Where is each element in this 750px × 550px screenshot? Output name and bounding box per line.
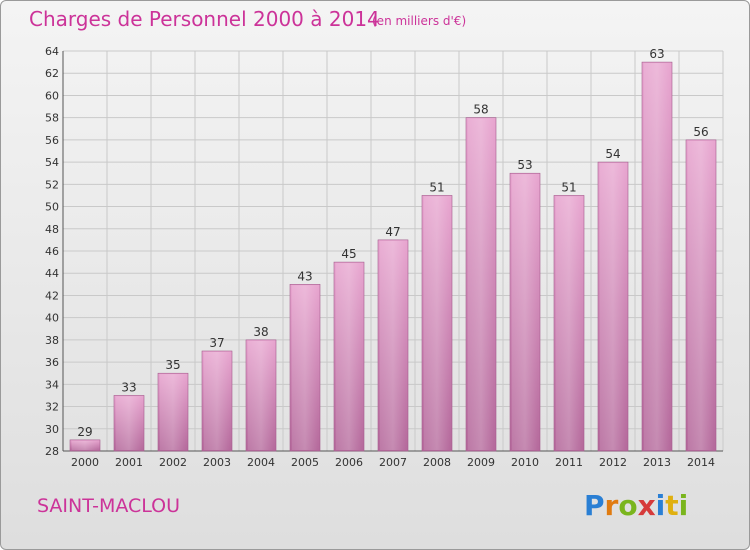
logo-letter: o (618, 489, 638, 522)
bar-highlight (116, 396, 142, 450)
y-tick-label: 46 (45, 245, 59, 258)
y-tick-label: 54 (45, 156, 59, 169)
x-tick-label: 2012 (599, 456, 627, 469)
bar-highlight (556, 196, 582, 450)
y-tick-label: 48 (45, 223, 59, 236)
y-tick-label: 64 (45, 45, 59, 58)
y-tick-label: 34 (45, 378, 59, 391)
bar-highlight (644, 63, 670, 450)
bar-highlight (336, 263, 362, 450)
data-label: 56 (693, 125, 708, 139)
x-tick-label: 2008 (423, 456, 451, 469)
bar-highlight (160, 374, 186, 450)
bar-highlight (248, 340, 274, 450)
data-label: 37 (209, 336, 224, 350)
x-tick-label: 2009 (467, 456, 495, 469)
bar-highlight (468, 118, 494, 451)
bar-highlight (688, 140, 714, 450)
bar-highlight (292, 285, 318, 450)
x-tick-label: 2007 (379, 456, 407, 469)
x-tick-label: 2013 (643, 456, 671, 469)
data-label: 58 (473, 103, 488, 117)
y-tick-label: 30 (45, 423, 59, 436)
y-tick-label: 50 (45, 201, 59, 214)
y-tick-label: 56 (45, 134, 59, 147)
logo-letter: x (637, 489, 656, 522)
y-tick-label: 42 (45, 289, 59, 302)
x-tick-label: 2014 (687, 456, 715, 469)
x-tick-label: 2000 (71, 456, 99, 469)
y-tick-label: 32 (45, 401, 59, 414)
data-label: 54 (605, 147, 620, 161)
data-label: 63 (649, 47, 664, 61)
y-tick-label: 40 (45, 312, 59, 325)
x-tick-label: 2005 (291, 456, 319, 469)
chart-subtitle: (en milliers d'€) (372, 14, 467, 28)
bar-highlight (512, 174, 538, 450)
x-tick-label: 2003 (203, 456, 231, 469)
bar-highlight (72, 440, 98, 450)
x-tick-label: 2006 (335, 456, 363, 469)
bar-highlight (424, 196, 450, 450)
data-label: 38 (253, 325, 268, 339)
bar-highlight (380, 240, 406, 450)
data-label: 29 (77, 425, 92, 439)
y-tick-label: 44 (45, 267, 59, 280)
y-tick-label: 38 (45, 334, 59, 347)
data-label: 45 (341, 247, 356, 261)
data-label: 53 (517, 158, 532, 172)
bar-highlight (204, 352, 230, 450)
logo-letter: r (604, 489, 619, 522)
data-label: 33 (121, 380, 136, 394)
data-label: 35 (165, 358, 180, 372)
bar-highlight (600, 163, 626, 450)
data-label: 51 (429, 180, 444, 194)
data-label: 43 (297, 269, 312, 283)
x-tick-label: 2010 (511, 456, 539, 469)
data-label: 47 (385, 225, 400, 239)
chart-title: Charges de Personnel 2000 à 2014 (29, 7, 380, 31)
bar-layer (69, 61, 717, 452)
x-tick-label: 2004 (247, 456, 275, 469)
x-tick-label: 2001 (115, 456, 143, 469)
y-tick-label: 28 (45, 445, 59, 458)
city-name: SAINT-MACLOU (37, 495, 181, 517)
x-tick-label: 2002 (159, 456, 187, 469)
x-tick-label: 2011 (555, 456, 583, 469)
y-tick-label: 58 (45, 112, 59, 125)
y-tick-label: 60 (45, 89, 59, 102)
data-label: 51 (561, 180, 576, 194)
logo-letter: P (584, 489, 605, 522)
y-tick-label: 36 (45, 356, 59, 369)
logo-letter: i (678, 489, 689, 522)
y-tick-label: 62 (45, 67, 59, 80)
logo-letter: t (665, 489, 679, 522)
y-tick-label: 52 (45, 178, 59, 191)
label-layer: 29 2000 33 2001 35 2002 37 2003 38 2004 43 2005 45 20… (71, 47, 715, 469)
logo-letter: i (655, 489, 666, 522)
proxiti-logo: Proxiti (584, 489, 688, 522)
